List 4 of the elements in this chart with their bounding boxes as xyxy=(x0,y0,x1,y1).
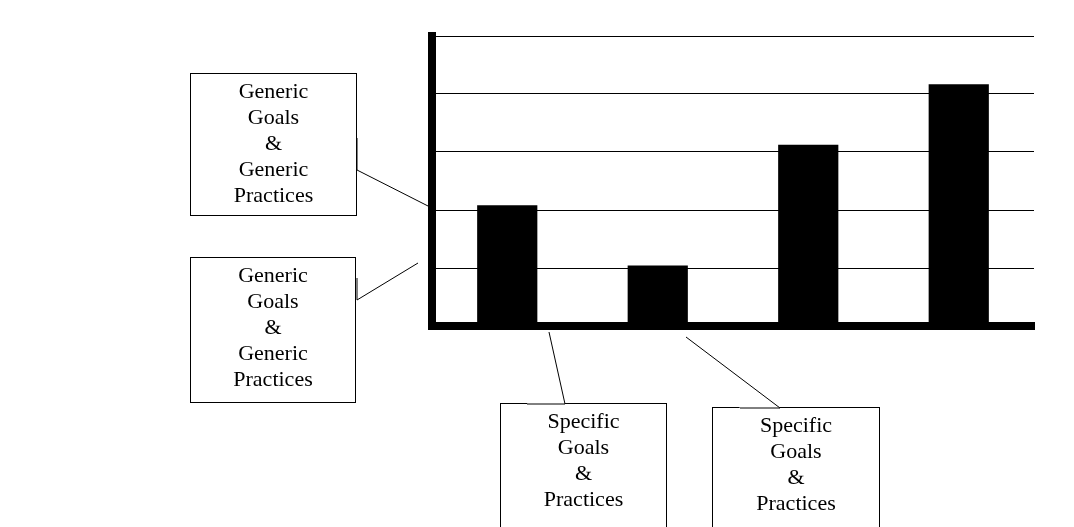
text: Generic Goals & Generic Practices xyxy=(190,257,356,403)
text: Specific Goals & Practices xyxy=(500,403,667,527)
text: Generic Goals & Generic Practices xyxy=(190,73,357,216)
text: Specific Goals & Practices xyxy=(712,407,880,527)
